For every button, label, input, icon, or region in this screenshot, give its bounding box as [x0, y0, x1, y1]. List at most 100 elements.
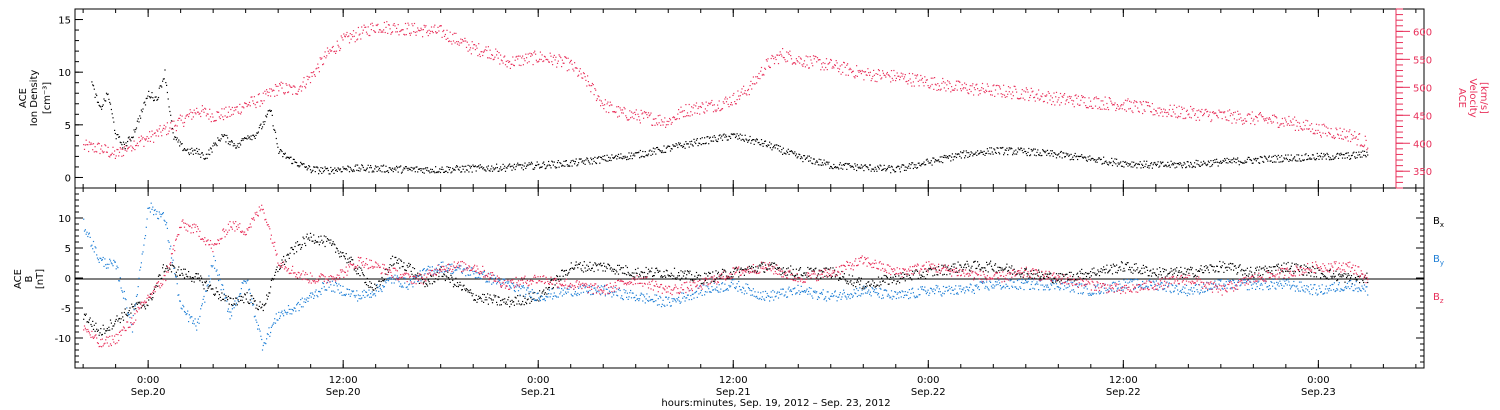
velocity-point	[1307, 128, 1309, 130]
velocity-point	[919, 79, 921, 81]
density-point	[890, 172, 892, 174]
density-point	[895, 171, 897, 173]
by-point	[251, 298, 253, 300]
density-point	[795, 153, 797, 155]
density-point	[1102, 162, 1104, 165]
velocity-point	[510, 63, 512, 65]
bx-point	[87, 321, 89, 323]
density-point	[1061, 157, 1063, 159]
velocity-point	[1080, 99, 1082, 101]
bx-point	[721, 268, 724, 270]
velocity-point	[398, 34, 400, 36]
bx-point	[621, 267, 623, 269]
velocity-point	[900, 72, 902, 74]
bx-point	[637, 267, 639, 269]
velocity-point	[1016, 91, 1018, 93]
bx-point	[185, 273, 187, 275]
density-point	[584, 163, 586, 165]
bx-point	[244, 294, 246, 296]
by-point	[226, 300, 228, 302]
density-point	[1253, 158, 1255, 160]
density-point	[1021, 149, 1023, 152]
velocity-point	[238, 112, 240, 114]
velocity-point	[749, 85, 751, 87]
velocity-point	[269, 88, 271, 90]
bx-point	[501, 299, 503, 301]
bx-point	[499, 304, 501, 306]
bx-point	[84, 314, 86, 316]
velocity-point	[692, 107, 694, 109]
velocity-point	[977, 88, 979, 90]
density-point	[1346, 157, 1348, 159]
bx-point	[1033, 269, 1035, 272]
velocity-point	[995, 85, 997, 87]
velocity-point	[214, 120, 216, 122]
density-point	[237, 143, 239, 145]
bx-point	[462, 285, 464, 287]
bx-point	[1069, 279, 1071, 281]
velocity-point	[1332, 137, 1334, 139]
bx-point	[562, 275, 564, 277]
bx-point	[197, 273, 199, 275]
bx-point	[576, 264, 578, 266]
density-point	[839, 162, 841, 164]
bx-point	[1341, 276, 1343, 278]
velocity-point	[300, 85, 302, 87]
velocity-point	[257, 101, 259, 103]
density-point	[924, 164, 926, 166]
density-point	[767, 144, 769, 146]
bx-point	[174, 267, 176, 269]
bx-point	[751, 265, 753, 267]
bx-point	[368, 286, 370, 288]
density-point	[135, 128, 137, 131]
bx-point	[258, 305, 260, 307]
density-point	[531, 163, 533, 165]
density-point	[1054, 152, 1056, 154]
density-point	[1161, 161, 1163, 164]
bx-point	[89, 317, 91, 319]
velocity-point	[482, 54, 484, 57]
density-point	[970, 151, 972, 153]
velocity-point	[731, 104, 733, 106]
velocity-point	[283, 92, 285, 94]
velocity-point	[1198, 109, 1200, 111]
velocity-point	[709, 103, 711, 105]
bx-point	[335, 251, 337, 253]
by-point	[89, 236, 91, 238]
velocity-point	[1159, 107, 1161, 109]
velocity-point	[1338, 137, 1340, 139]
bx-point	[103, 328, 105, 330]
bx-point	[1028, 277, 1030, 279]
density-point	[1191, 166, 1193, 169]
velocity-point	[170, 122, 172, 124]
velocity-point	[481, 51, 483, 53]
density-point	[1199, 165, 1201, 167]
bx-point	[309, 239, 311, 241]
bx-point	[1229, 267, 1231, 269]
bx-point	[843, 276, 845, 278]
density-point	[343, 168, 345, 170]
density-point	[379, 170, 381, 172]
velocity-point	[623, 106, 625, 109]
velocity-point	[899, 79, 901, 81]
bx-point	[146, 304, 148, 306]
density-point	[1272, 161, 1274, 163]
velocity-point	[534, 50, 536, 52]
by-point	[263, 342, 265, 344]
velocity-point	[565, 56, 567, 58]
bx-point	[567, 273, 569, 275]
bx-point	[508, 296, 510, 298]
by-point	[257, 328, 259, 330]
velocity-point	[288, 84, 290, 86]
velocity-point	[1058, 97, 1060, 99]
bx-point	[821, 270, 823, 272]
bx-point	[638, 276, 640, 278]
velocity-point	[1187, 114, 1189, 116]
density-point	[715, 139, 717, 141]
bx-point	[99, 332, 101, 334]
by-point	[220, 289, 222, 291]
velocity-point	[587, 81, 589, 83]
bx-point	[943, 273, 945, 275]
velocity-point	[187, 114, 189, 116]
velocity-point	[1228, 120, 1230, 122]
